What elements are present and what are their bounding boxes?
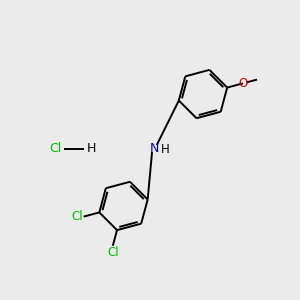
Text: Cl: Cl xyxy=(50,142,62,155)
Text: H: H xyxy=(86,142,96,155)
Text: Cl: Cl xyxy=(107,246,118,259)
Text: H: H xyxy=(161,143,170,157)
Text: N: N xyxy=(150,142,159,155)
Text: O: O xyxy=(238,77,248,90)
Text: Cl: Cl xyxy=(71,210,83,223)
